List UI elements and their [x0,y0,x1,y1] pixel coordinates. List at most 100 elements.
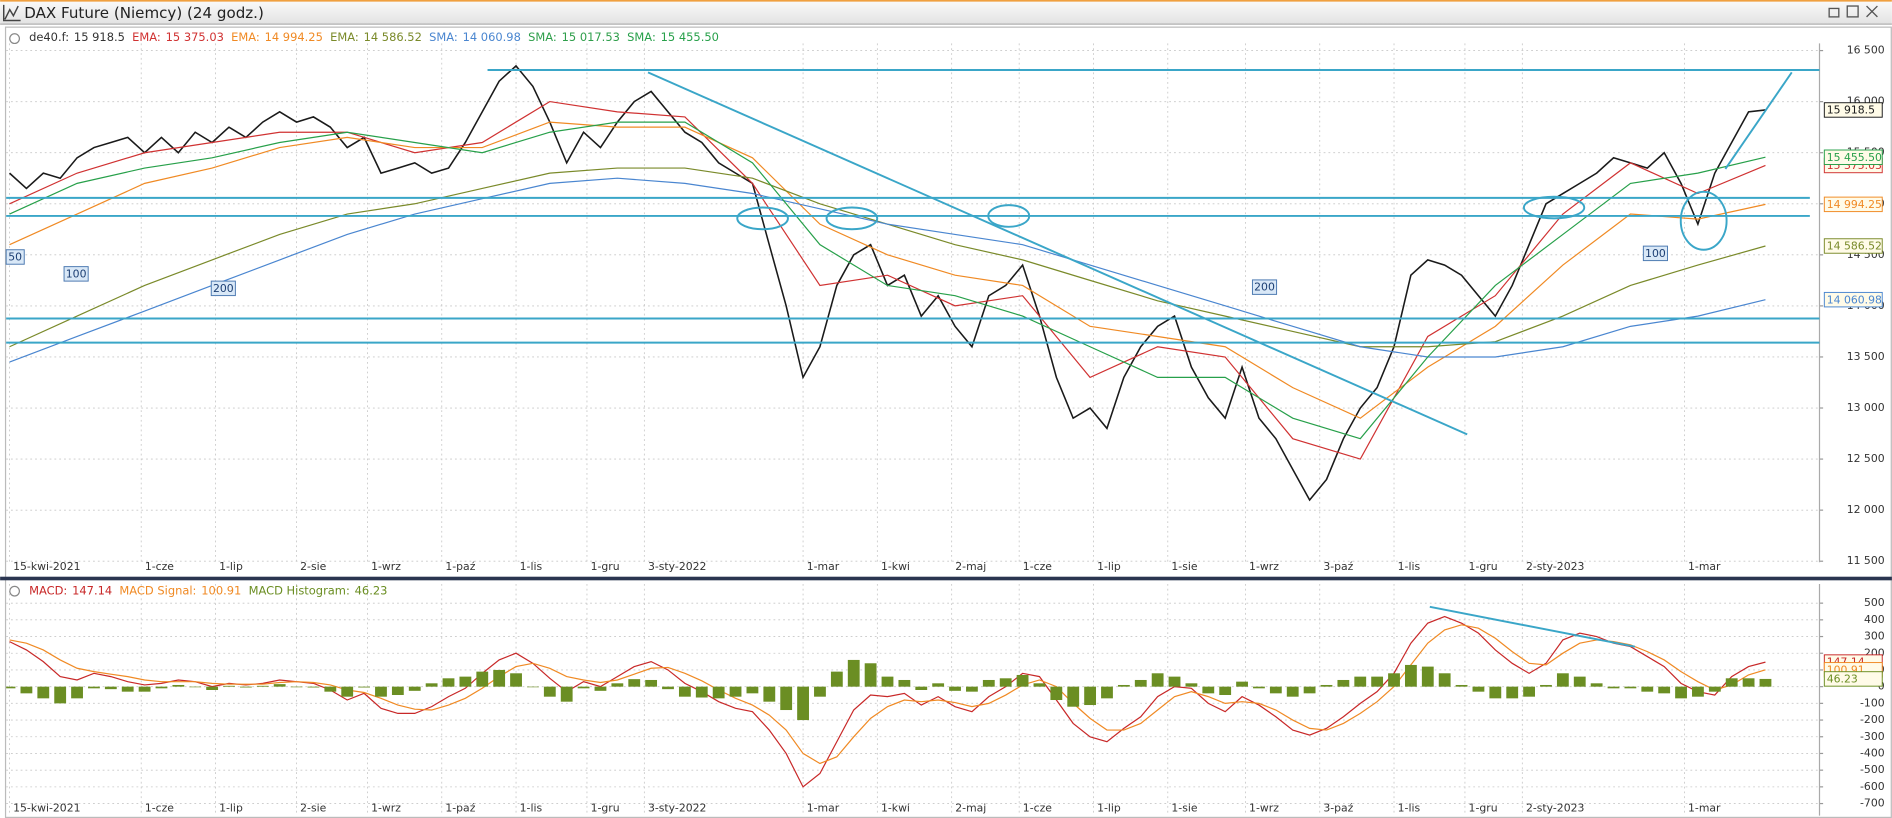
histogram-bar [1404,664,1417,687]
histogram-bar [1607,686,1620,689]
histogram-bar [678,686,691,697]
x-tick-label: 1-sie [1171,560,1197,573]
histogram-bar [864,663,877,687]
x-tick-label: 1-gru [591,560,620,573]
histogram-bar [1489,686,1502,699]
histogram-bar [611,683,624,687]
histogram-bar [1742,678,1755,687]
x-tick-label: 1-wrz [1249,560,1279,573]
histogram-bar [1759,678,1772,687]
legend-value: 15 017.53 [562,30,620,44]
histogram-bar [982,679,995,687]
x-tick-label: 2-maj [955,801,986,814]
histogram-bar [1219,686,1232,696]
highlight-ellipse [736,206,789,231]
histogram-bar [780,686,793,711]
histogram-bar [1692,686,1704,697]
histogram-bar [594,686,607,691]
annotation-box [5,249,25,265]
x-tick-label: 1-lis [1398,801,1421,814]
value-box [1823,238,1883,254]
histogram-bar [932,683,945,687]
x-tick-label: 3-sty-2022 [648,560,706,573]
annotation: 200 [213,282,234,295]
x-tick-label: 1-mar [807,560,840,573]
x-tick-label: 1-sie [1171,801,1197,814]
histogram-bar [1506,686,1519,699]
plot-area [6,615,1772,788]
value-box [1823,671,1883,687]
annotations: 50 100 200 200 100 [5,245,1668,297]
x-tick-label: 1-paź [445,801,475,814]
histogram-bar [560,686,573,702]
x-tick-label: 1-lip [1097,801,1121,814]
x-tick-label: 1-wrz [371,801,401,814]
x-tick-label: 1-mar [807,801,840,814]
window-buttons[interactable] [1828,5,1878,18]
histogram-bar [1337,679,1350,687]
histogram-bar [1269,686,1282,694]
annotation-box [210,280,236,297]
histogram-bar [746,686,759,694]
panel-separator [0,576,1892,581]
histogram-bar [1455,684,1468,687]
y-tick-label: 13 500 [1847,350,1885,363]
histogram-bar [662,686,674,690]
x-tick-label: 15-kwi-2021 [13,801,80,814]
histogram-bar [1303,686,1316,694]
histogram-bar [172,684,185,687]
histogram-bar [1641,686,1654,692]
histogram-bar [1320,684,1333,687]
annotation: 50 [8,251,22,264]
y-tick-label: -400 [1860,746,1885,759]
y-tick-label: 12 500 [1847,452,1885,465]
histogram-bar [1117,684,1130,687]
restore-button[interactable] [1846,5,1859,18]
histogram-bar [138,686,151,692]
window-icon [3,4,21,22]
histogram-bar [459,676,472,687]
histogram-bar [88,686,100,689]
settings-icon[interactable] [9,33,21,45]
histogram-bar [1624,686,1637,689]
y-tick-label: 300 [1864,630,1885,643]
y-tick-label: -700 [1860,797,1885,810]
legend-name: de40.f: [29,30,69,44]
histogram-bar [645,679,658,687]
histogram-bar [1050,686,1063,701]
histogram-bar [966,686,978,692]
histogram-bar [6,686,16,689]
annotation: 100 [66,267,87,280]
close-button[interactable] [1866,5,1878,18]
histogram-bar [189,686,202,688]
minimize-button[interactable] [1828,7,1840,18]
histogram-bar [695,686,708,698]
histogram-bar [1658,686,1671,694]
histogram-bar [324,686,337,692]
x-tick-label: 15-kwi-2021 [13,560,80,573]
x-tick-label: 1-gru [591,801,620,814]
settings-icon[interactable] [9,585,21,597]
x-tick-label: 1-cze [1023,801,1052,814]
x-tick-label: 2-sty-2023 [1526,560,1585,573]
y-tick-label: 12 000 [1847,503,1885,516]
histogram-bar [425,683,438,687]
x-tick-label: 1-kwi [881,560,910,573]
y-tick-label: 500 [1864,596,1885,609]
x-tick-label: 1-cze [145,801,174,814]
value-box [1823,196,1883,213]
x-tick-label: 1-lip [219,801,243,814]
legend-name: MACD Histogram: [249,584,350,598]
histogram-bar [1725,678,1738,687]
x-tick-label: 1-gru [1469,801,1498,814]
histogram-bar [121,686,134,692]
legend-value: 14 586.52 [364,30,422,44]
histogram-bar [104,686,117,690]
legend-value: 46.23 [355,584,388,598]
x-tick-label: 1-wrz [371,560,401,573]
histogram-bar [493,669,506,687]
y-tick-label: -500 [1860,763,1885,776]
legend-value: 100.91 [201,584,241,598]
histogram-bar [20,686,33,694]
histogram-bar [391,686,404,696]
